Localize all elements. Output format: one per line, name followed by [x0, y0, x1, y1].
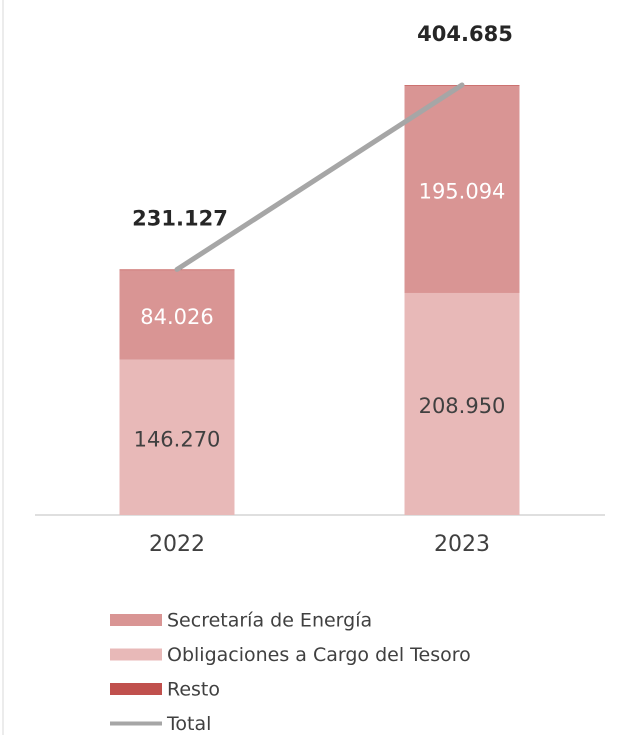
legend-label: Resto: [167, 679, 220, 701]
legend-label: Secretaría de Energía: [167, 610, 372, 632]
legend-swatch: [110, 683, 162, 695]
legend-label: Total: [166, 713, 211, 735]
legend-swatch: [110, 614, 162, 626]
data-label: 208.950: [419, 394, 506, 418]
legend-label: Obligaciones a Cargo del Tesoro: [167, 644, 471, 666]
x-tick-label: 2023: [434, 532, 490, 557]
total-line: [174, 82, 465, 272]
bar-segment: [119, 359, 235, 515]
total-label: 231.127: [132, 206, 228, 230]
total-label: 404.685: [417, 22, 513, 46]
data-label: 146.270: [134, 427, 221, 451]
bar-segment: [119, 270, 235, 360]
legend-swatch: [110, 648, 162, 661]
data-label: 195.094: [419, 179, 506, 203]
bar-segment: [404, 85, 520, 293]
data-label: 84.026: [140, 305, 213, 329]
bar-segment: [404, 292, 520, 515]
x-tick-label: 2022: [149, 532, 205, 557]
